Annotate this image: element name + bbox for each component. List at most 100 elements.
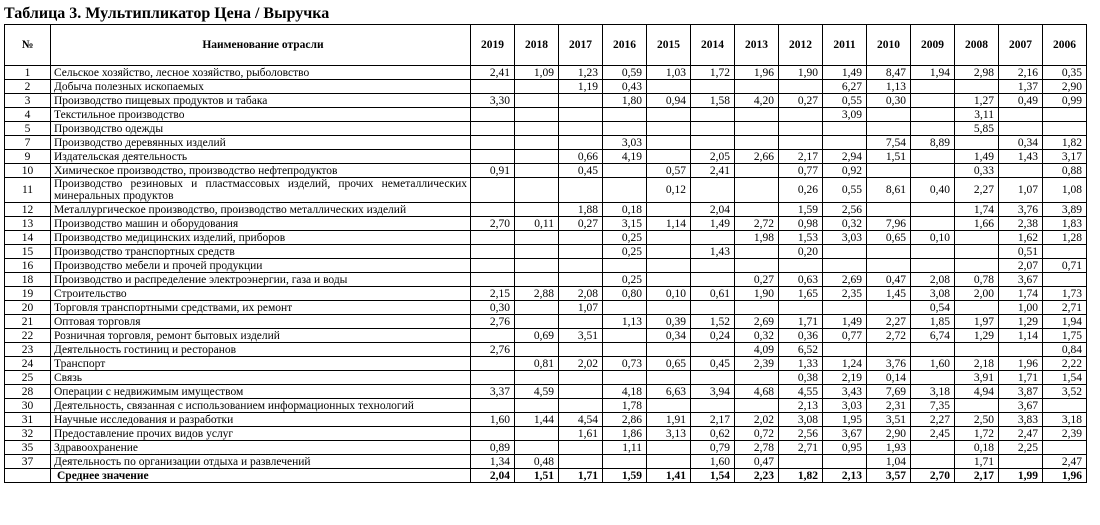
industry-name: Операции с недвижимым имуществом xyxy=(50,384,471,399)
value-cell xyxy=(1042,398,1087,413)
value-cell: 0,99 xyxy=(1042,93,1087,108)
value-cell xyxy=(558,440,603,455)
industry-name: Здравоохранение xyxy=(50,440,471,455)
value-cell xyxy=(646,258,691,273)
table-row: 3 Производство пищевых продуктов и табака… xyxy=(4,93,1087,108)
value-cell: 1,14 xyxy=(646,216,691,231)
column-header-year: 2019 xyxy=(470,24,515,66)
value-cell xyxy=(778,300,823,315)
value-cell xyxy=(514,107,559,122)
value-cell: 0,33 xyxy=(954,163,999,178)
value-cell: 0,10 xyxy=(646,286,691,301)
value-cell: 3,03 xyxy=(602,135,647,150)
value-cell: 0,79 xyxy=(690,440,735,455)
row-number: 14 xyxy=(4,230,51,245)
value-cell: 0,10 xyxy=(910,230,955,245)
industry-name: Оптовая торговля xyxy=(50,314,471,329)
row-number: 12 xyxy=(4,202,51,217)
row-number: 24 xyxy=(4,356,51,371)
value-cell: 2,69 xyxy=(734,314,779,329)
value-cell: 1,23 xyxy=(558,65,603,80)
value-cell: 0,49 xyxy=(998,93,1043,108)
value-cell: 0,32 xyxy=(822,216,867,231)
value-cell: 1,94 xyxy=(910,65,955,80)
value-cell xyxy=(470,149,515,164)
value-cell: 2,04 xyxy=(690,202,735,217)
value-cell: 0,25 xyxy=(602,244,647,259)
value-cell: 0,26 xyxy=(778,177,823,203)
value-cell xyxy=(822,135,867,150)
industry-name: Химическое производство, производство не… xyxy=(50,163,471,178)
value-cell xyxy=(998,107,1043,122)
value-cell xyxy=(602,370,647,385)
value-cell: 1,37 xyxy=(998,79,1043,94)
table-title: Таблица 3. Мультипликатор Цена / Выручка xyxy=(4,5,330,22)
value-cell xyxy=(646,202,691,217)
value-cell xyxy=(602,163,647,178)
industry-name: Металлургическое производство, производс… xyxy=(50,202,471,217)
value-cell xyxy=(866,258,911,273)
value-cell xyxy=(954,398,999,413)
value-cell xyxy=(690,258,735,273)
value-cell: 0,71 xyxy=(1042,258,1087,273)
value-cell: 1,96 xyxy=(1042,468,1087,483)
industry-name: Торговля транспортными средствами, их ре… xyxy=(50,300,471,315)
value-cell: 1,97 xyxy=(954,314,999,329)
table-row: 18 Производство и распределение электроэн… xyxy=(4,272,1087,287)
value-cell xyxy=(734,370,779,385)
industry-name: Добыча полезных ископаемых xyxy=(50,79,471,94)
value-cell xyxy=(558,314,603,329)
value-cell xyxy=(514,370,559,385)
value-cell: 2,76 xyxy=(470,314,515,329)
value-cell: 2,15 xyxy=(470,286,515,301)
value-cell xyxy=(1042,244,1087,259)
value-cell: 1,09 xyxy=(514,65,559,80)
value-cell: 7,96 xyxy=(866,216,911,231)
value-cell xyxy=(690,107,735,122)
industry-name: Производство машин и оборудования xyxy=(50,216,471,231)
value-cell: 1,62 xyxy=(998,230,1043,245)
value-cell xyxy=(910,342,955,357)
column-header-year: 2008 xyxy=(954,24,999,66)
value-cell xyxy=(514,230,559,245)
value-cell xyxy=(954,258,999,273)
value-cell xyxy=(514,258,559,273)
row-number: 2 xyxy=(4,79,51,94)
value-cell: 1,90 xyxy=(734,286,779,301)
value-cell xyxy=(866,121,911,136)
value-cell: 1,52 xyxy=(690,314,735,329)
value-cell: 1,72 xyxy=(690,65,735,80)
value-cell: 6,63 xyxy=(646,384,691,399)
row-number: 35 xyxy=(4,440,51,455)
value-cell: 2,13 xyxy=(778,398,823,413)
column-header-year: 2009 xyxy=(910,24,955,66)
value-cell: 1,53 xyxy=(778,230,823,245)
value-cell xyxy=(558,384,603,399)
value-cell: 1,43 xyxy=(998,149,1043,164)
row-number: 16 xyxy=(4,258,51,273)
value-cell xyxy=(646,398,691,413)
table-row: 2 Добыча полезных ископаемых 1,19 0,43 6,27 1… xyxy=(4,79,1087,94)
value-cell xyxy=(778,454,823,469)
table-row: 11 Производство резиновых и пластмассовых… xyxy=(4,177,1087,203)
value-cell: 2,70 xyxy=(910,468,955,483)
value-cell: 2,13 xyxy=(822,468,867,483)
value-cell: 2,27 xyxy=(954,177,999,203)
value-cell: 1,65 xyxy=(778,286,823,301)
value-cell: 7,54 xyxy=(866,135,911,150)
row-number: 11 xyxy=(4,177,51,203)
row-number: 28 xyxy=(4,384,51,399)
industry-name: Производство мебели и прочей продукции xyxy=(50,258,471,273)
value-cell xyxy=(910,202,955,217)
value-cell xyxy=(866,300,911,315)
column-header-year: 2007 xyxy=(998,24,1043,66)
value-cell: 1,73 xyxy=(1042,286,1087,301)
value-cell: 2,27 xyxy=(910,412,955,427)
value-cell xyxy=(558,258,603,273)
row-number: 18 xyxy=(4,272,51,287)
value-cell: 0,54 xyxy=(910,300,955,315)
value-cell: 1,71 xyxy=(778,314,823,329)
value-cell xyxy=(646,272,691,287)
value-cell xyxy=(470,370,515,385)
row-number: 7 xyxy=(4,135,51,150)
